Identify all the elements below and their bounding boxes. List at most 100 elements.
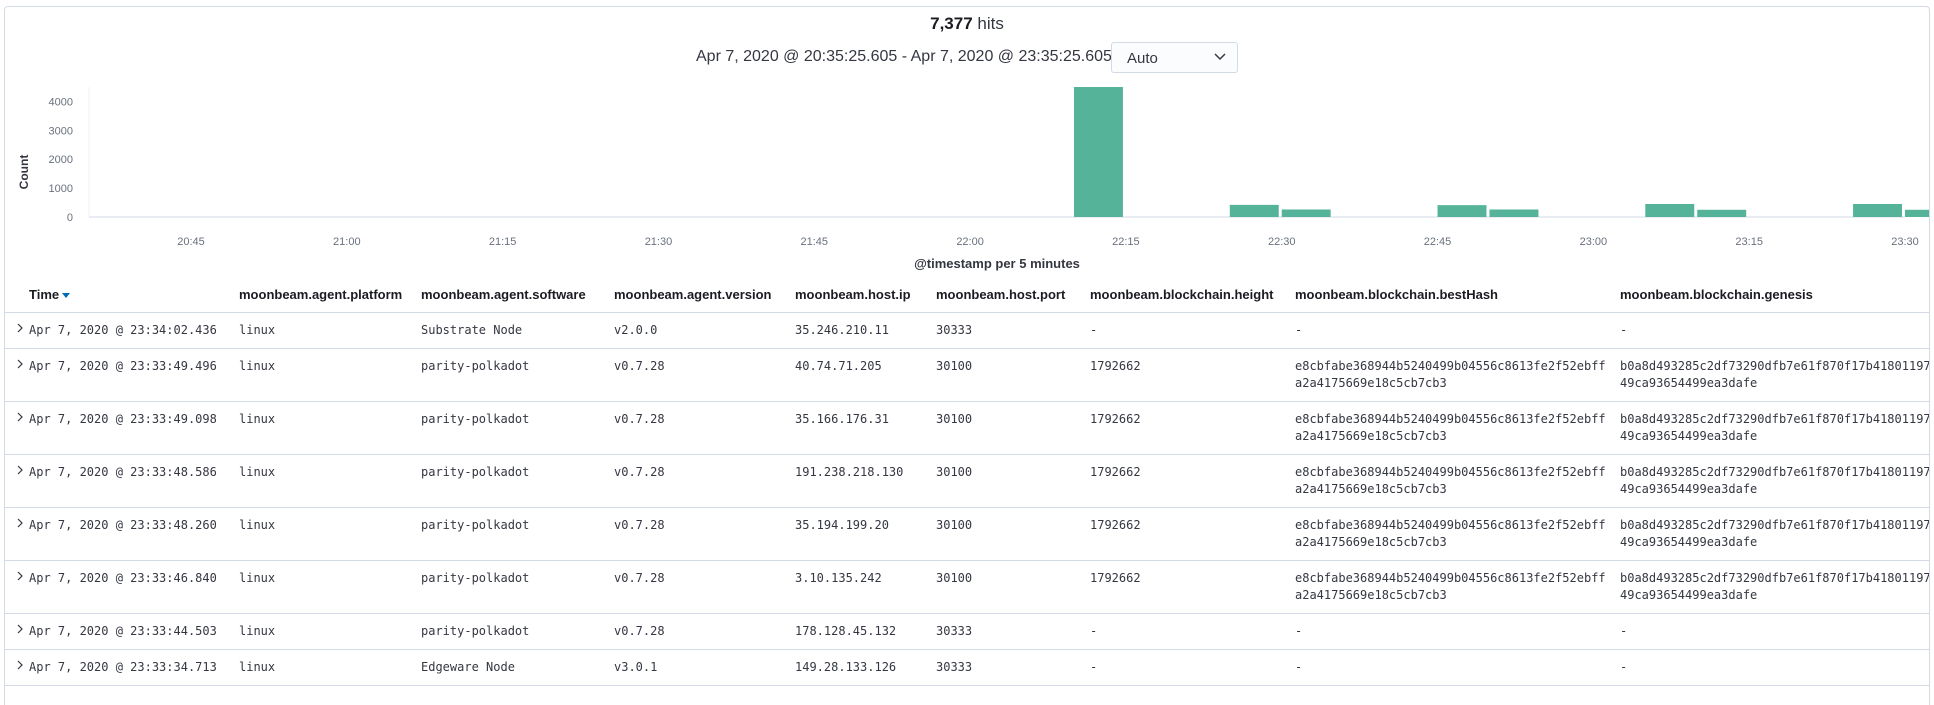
column-header-genesis[interactable]: moonbeam.blockchain.genesis: [1616, 275, 1929, 313]
cell-software: parity-polkadot: [417, 613, 610, 650]
table-row: Apr 7, 2020 @ 23:33:44.503 linux parity-po…: [5, 613, 1929, 650]
histogram-bar[interactable]: [1073, 87, 1123, 217]
cell-host-ip: 35.246.210.11: [791, 312, 932, 349]
cell-host-ip: 40.74.71.205: [791, 348, 932, 402]
table-row: Apr 7, 2020 @ 23:33:49.098 linux parity-po…: [5, 401, 1929, 455]
cell-platform: linux: [235, 401, 417, 455]
column-header-host-ip[interactable]: moonbeam.host.ip: [791, 275, 932, 313]
cell-time: Apr 7, 2020 @ 23:33:44.503: [25, 613, 235, 650]
y-axis-label: Count: [17, 155, 31, 190]
cell-software: Edgeware Node: [417, 649, 610, 686]
column-header-label: moonbeam.host.port: [936, 287, 1066, 302]
cell-height: 1792662: [1086, 507, 1291, 561]
cell-time: Apr 7, 2020 @ 23:33:48.586: [25, 454, 235, 508]
time-range-bar: Apr 7, 2020 @ 20:35:25.605 - Apr 7, 2020…: [5, 42, 1929, 74]
row-expand-toggle[interactable]: [5, 613, 25, 650]
column-header-besthash[interactable]: moonbeam.blockchain.bestHash: [1291, 275, 1616, 313]
cell-host-ip: 35.166.176.31: [791, 401, 932, 455]
histogram-bar[interactable]: [1697, 209, 1747, 217]
x-tick-label: 22:45: [1424, 236, 1452, 248]
cell-version: v0.7.28: [610, 507, 791, 561]
column-header-label: moonbeam.blockchain.genesis: [1620, 287, 1813, 302]
histogram-bar[interactable]: [1229, 204, 1279, 217]
row-expand-toggle[interactable]: [5, 401, 25, 455]
hits-label: hits: [977, 14, 1004, 33]
histogram-bar[interactable]: [1281, 209, 1331, 217]
cell-platform: linux: [235, 454, 417, 508]
row-expand-toggle[interactable]: [5, 312, 25, 349]
x-tick-label: 23:00: [1580, 236, 1608, 248]
table-row: Apr 7, 2020 @ 23:33:46.840 linux parity-po…: [5, 560, 1929, 614]
interval-select[interactable]: Auto: [1111, 42, 1238, 73]
histogram-bar[interactable]: [1645, 204, 1695, 217]
cell-host-ip: 35.194.199.20: [791, 507, 932, 561]
cell-software: parity-polkadot: [417, 348, 610, 402]
x-tick-label: 21:00: [333, 236, 361, 248]
cell-software: Substrate Node: [417, 312, 610, 349]
cell-genesis: -: [1616, 312, 1929, 349]
cell-platform: linux: [235, 348, 417, 402]
column-header-version[interactable]: moonbeam.agent.version: [610, 275, 791, 313]
row-expand-toggle[interactable]: [5, 560, 25, 614]
column-header-software[interactable]: moonbeam.agent.software: [417, 275, 610, 313]
cell-host-ip: 191.238.218.130: [791, 454, 932, 508]
cell-platform: linux: [235, 649, 417, 686]
column-header-label: moonbeam.host.ip: [795, 287, 911, 302]
chevron-right-icon: [17, 465, 23, 475]
cell-height: 1792662: [1086, 454, 1291, 508]
cell-besthash: e8cbfabe368944b5240499b04556c8613fe2f52e…: [1291, 401, 1616, 455]
column-header-platform[interactable]: moonbeam.agent.platform: [235, 275, 417, 313]
cell-platform: linux: [235, 613, 417, 650]
cell-software: parity-polkadot: [417, 507, 610, 561]
cell-genesis: b0a8d493285c2df73290dfb7e61f870f17b41801…: [1616, 454, 1929, 508]
cell-version: v0.7.28: [610, 454, 791, 508]
row-expand-toggle[interactable]: [5, 348, 25, 402]
cell-height: -: [1086, 613, 1291, 650]
cell-time: Apr 7, 2020 @ 23:33:48.260: [25, 507, 235, 561]
sort-descending-icon[interactable]: [62, 293, 71, 299]
row-expand-toggle[interactable]: [5, 507, 25, 561]
column-header-host-port[interactable]: moonbeam.host.port: [932, 275, 1086, 313]
histogram-chart[interactable]: Count 0 1000 2000 3000 4000 20:45 21:00 21:15 21:…: [5, 75, 1930, 275]
table-row: Apr 7, 2020 @ 23:33:48.260 linux parity-po…: [5, 507, 1929, 561]
x-axis-title: @timestamp per 5 minutes: [914, 256, 1080, 271]
chevron-right-icon: [17, 660, 23, 670]
table-row: Apr 7, 2020 @ 23:33:48.586 linux parity-po…: [5, 454, 1929, 508]
x-tick-label: 20:45: [177, 236, 205, 248]
y-tick-label: 4000: [49, 96, 73, 108]
histogram-bar[interactable]: [1489, 209, 1539, 217]
row-expand-toggle[interactable]: [5, 454, 25, 508]
histogram-bar[interactable]: [1853, 204, 1902, 217]
x-tick-label: 21:15: [489, 236, 517, 248]
cell-host-port: 30100: [932, 454, 1086, 508]
cell-software: parity-polkadot: [417, 454, 610, 508]
documents-table: Time moonbeam.agent.platform moonbeam.agen…: [5, 275, 1929, 686]
x-tick-label: 23:15: [1735, 236, 1763, 248]
x-tick-label: 21:30: [645, 236, 673, 248]
cell-time: Apr 7, 2020 @ 23:33:46.840: [25, 560, 235, 614]
chevron-right-icon: [17, 323, 23, 333]
cell-genesis: b0a8d493285c2df73290dfb7e61f870f17b41801…: [1616, 507, 1929, 561]
cell-version: v2.0.0: [610, 312, 791, 349]
cell-version: v3.0.1: [610, 649, 791, 686]
x-tick-label: 22:00: [956, 236, 984, 248]
row-expand-toggle[interactable]: [5, 649, 25, 686]
histogram-bar[interactable]: [1437, 205, 1487, 217]
cell-version: v0.7.28: [610, 348, 791, 402]
cell-genesis: b0a8d493285c2df73290dfb7e61f870f17b41801…: [1616, 560, 1929, 614]
chevron-right-icon: [17, 359, 23, 369]
table-header-toggle-spacer: [5, 275, 25, 313]
cell-genesis: b0a8d493285c2df73290dfb7e61f870f17b41801…: [1616, 348, 1929, 402]
column-header-label: moonbeam.agent.platform: [239, 287, 403, 302]
cell-host-ip: 178.128.45.132: [791, 613, 932, 650]
column-header-label: moonbeam.blockchain.bestHash: [1295, 287, 1498, 302]
hits-count: 7,377: [930, 14, 973, 33]
column-header-time[interactable]: Time: [25, 275, 235, 313]
histogram-bar[interactable]: [1905, 209, 1930, 217]
cell-host-port: 30100: [932, 401, 1086, 455]
cell-host-ip: 3.10.135.242: [791, 560, 932, 614]
y-tick-label: 3000: [49, 125, 73, 137]
cell-height: 1792662: [1086, 560, 1291, 614]
column-header-height[interactable]: moonbeam.blockchain.height: [1086, 275, 1291, 313]
time-range-text: Apr 7, 2020 @ 20:35:25.605 - Apr 7, 2020…: [696, 48, 1133, 65]
